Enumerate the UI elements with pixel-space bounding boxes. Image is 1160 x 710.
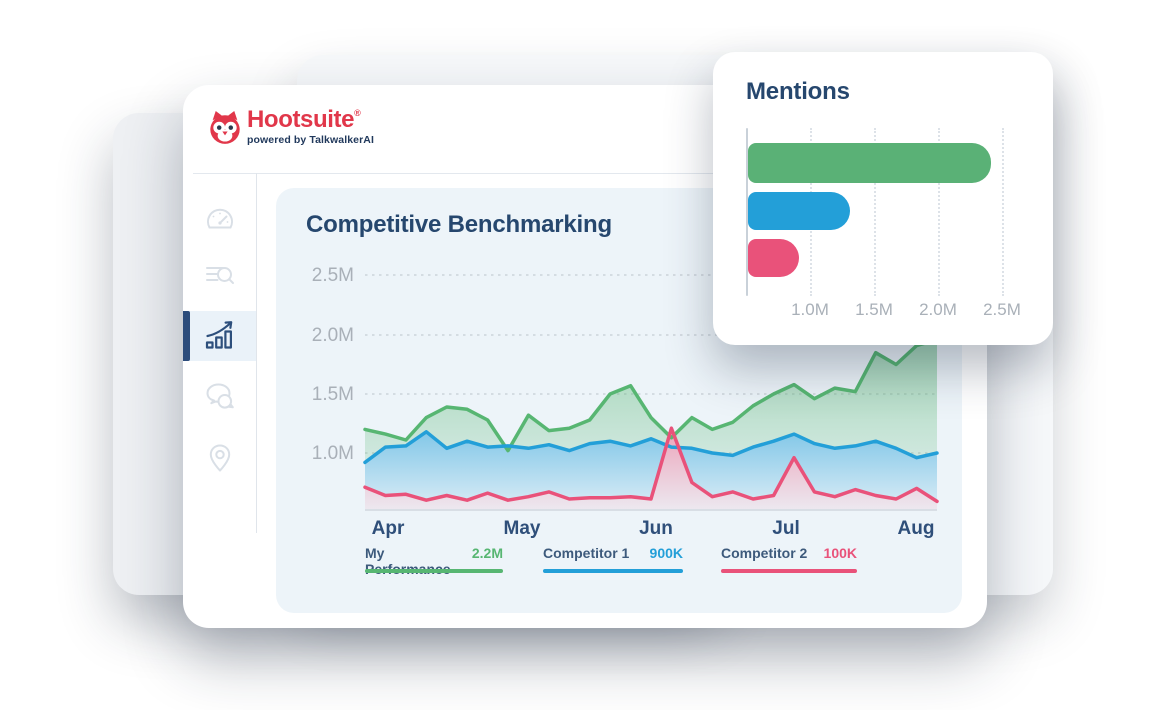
location-pin-icon bbox=[203, 441, 237, 475]
sidebar-item-conversations[interactable] bbox=[183, 371, 256, 421]
header-divider bbox=[193, 173, 987, 174]
y-axis-label: 1.0M bbox=[311, 443, 354, 464]
benchmark-chart: 2.5M 2.0M 1.5M 1.0M Apr May Jun Jul Aug bbox=[276, 188, 962, 613]
legend-underline bbox=[721, 569, 857, 573]
benchmark-chart-svg bbox=[363, 274, 939, 511]
logo-wordmark: Hootsuite® bbox=[247, 106, 361, 133]
legend-series-name: Competitor 2 bbox=[721, 545, 808, 561]
mentions-gridline bbox=[938, 128, 940, 296]
mentions-gridline bbox=[1002, 128, 1004, 296]
legend-item-1[interactable]: My Performance 2.2M bbox=[365, 545, 503, 577]
mentions-gridline bbox=[874, 128, 876, 296]
legend-series-value: 2.2M bbox=[471, 545, 503, 561]
legend-series-value: 900K bbox=[649, 545, 683, 561]
legend-series-name: Competitor 1 bbox=[543, 545, 630, 561]
series-line-2 bbox=[363, 426, 939, 504]
mentions-bar-competitor-1[interactable] bbox=[748, 192, 850, 230]
x-axis-label: May bbox=[503, 518, 541, 539]
sidebar-divider bbox=[256, 173, 257, 533]
mentions-card: Mentions 1.0M 1.5M 2.0M 2.5M bbox=[713, 52, 1053, 345]
mentions-x-tick-label: 2.0M bbox=[919, 300, 957, 319]
y-axis-label: 2.5M bbox=[311, 265, 354, 286]
mentions-title: Mentions bbox=[746, 78, 850, 105]
hootsuite-logo[interactable]: Hootsuite® powered by TalkwalkerAI bbox=[208, 108, 374, 148]
sidebar-item-analytics[interactable] bbox=[183, 311, 256, 361]
search-list-icon bbox=[203, 258, 237, 292]
chat-bubbles-icon bbox=[203, 379, 237, 413]
logo-tagline: powered by TalkwalkerAI bbox=[247, 134, 374, 146]
hootsuite-owl-icon bbox=[210, 111, 240, 144]
y-axis-label: 1.5M bbox=[311, 384, 354, 405]
mentions-x-tick-label: 1.5M bbox=[855, 300, 893, 319]
growth-chart-icon bbox=[203, 319, 237, 353]
legend-underline bbox=[543, 569, 683, 573]
logo-text-block: Hootsuite® powered by TalkwalkerAI bbox=[247, 106, 374, 147]
legend-series-value: 100K bbox=[823, 545, 857, 561]
legend-item-2[interactable]: Competitor 1 900K bbox=[543, 545, 683, 573]
sidebar-item-listening-search[interactable] bbox=[183, 250, 256, 300]
x-axis-label: Jun bbox=[639, 518, 673, 539]
sidebar-item-dashboard[interactable] bbox=[183, 195, 256, 245]
mentions-x-tick-label: 2.5M bbox=[983, 300, 1021, 319]
mentions-y-axis bbox=[746, 128, 748, 296]
sidebar-item-locations[interactable] bbox=[183, 433, 256, 483]
x-axis-label: Apr bbox=[371, 518, 405, 539]
legend-underline bbox=[365, 569, 503, 573]
series-line-1 bbox=[363, 430, 939, 465]
active-indicator bbox=[183, 311, 190, 361]
x-axis-label: Jul bbox=[772, 518, 800, 539]
mentions-bar-my-performance[interactable] bbox=[748, 143, 991, 183]
mentions-bar-competitor-2[interactable] bbox=[748, 239, 799, 277]
speedometer-icon bbox=[203, 203, 237, 237]
y-axis-label: 2.0M bbox=[311, 325, 354, 346]
series-line-0 bbox=[363, 337, 939, 453]
mentions-x-tick-label: 1.0M bbox=[791, 300, 829, 319]
registered-mark: ® bbox=[354, 108, 361, 118]
legend-item-3[interactable]: Competitor 2 100K bbox=[721, 545, 857, 573]
x-axis-label: Aug bbox=[897, 518, 935, 539]
panel-title: Competitive Benchmarking bbox=[306, 211, 612, 238]
